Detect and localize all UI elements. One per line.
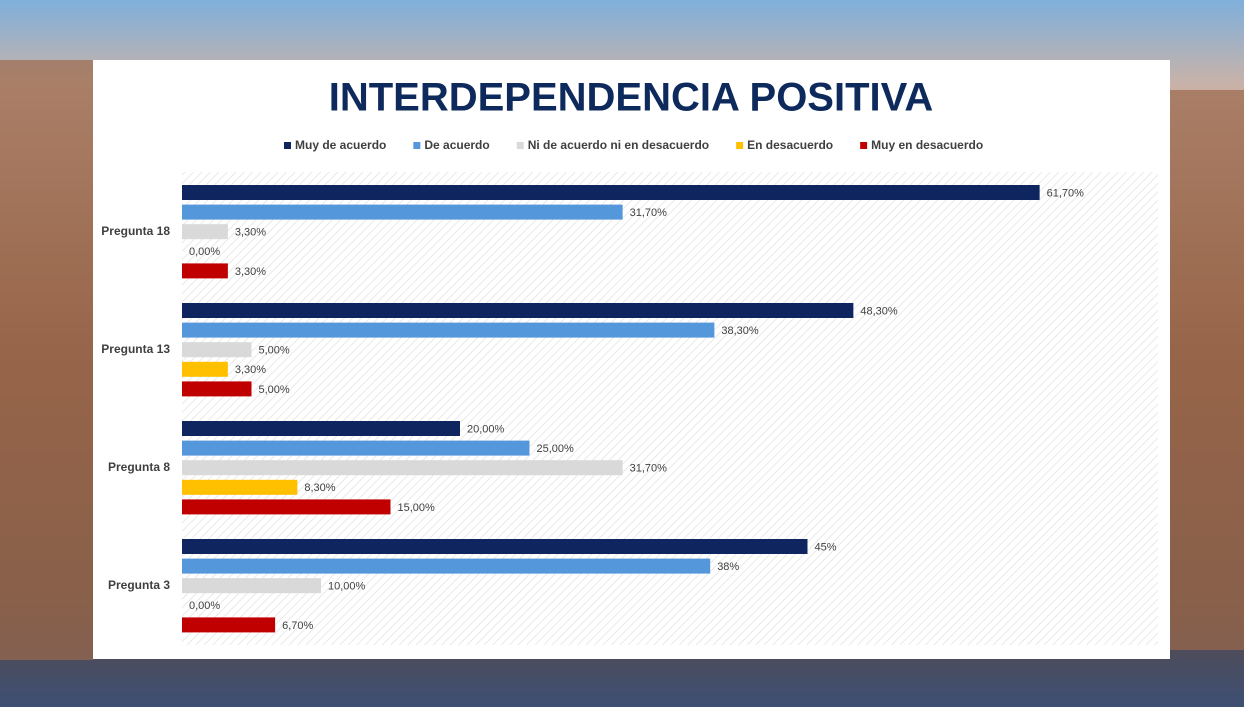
legend-swatch: [284, 142, 291, 149]
value-label: 3,30%: [235, 227, 266, 239]
value-label: 31,70%: [630, 463, 668, 475]
bar: [182, 224, 228, 240]
bar: [182, 303, 854, 318]
value-label: 0,00%: [189, 246, 220, 258]
value-label: 61,70%: [1047, 187, 1085, 199]
bar: [182, 361, 228, 377]
value-label: 25,00%: [537, 443, 575, 455]
category-label: Pregunta 3: [108, 578, 170, 592]
legend-label: En desacuerdo: [747, 138, 833, 152]
legend-label: Muy de acuerdo: [295, 138, 386, 152]
value-label: 38,30%: [721, 325, 759, 337]
legend-swatch: [413, 142, 421, 149]
bar: [182, 539, 808, 554]
bar: [182, 421, 460, 436]
value-label: 5,00%: [259, 345, 290, 357]
bar: [182, 204, 623, 220]
bar: [182, 558, 711, 574]
category-label: Pregunta 18: [101, 224, 170, 238]
bar: [182, 617, 276, 633]
legend-label: Ni de acuerdo ni en desacuerdo: [528, 138, 709, 152]
category-label: Pregunta 8: [108, 460, 170, 474]
value-label: 3,30%: [235, 364, 266, 376]
bar: [182, 578, 321, 594]
value-label: 31,70%: [630, 207, 668, 219]
plot: Muy de acuerdo De acuerdo Ni de acuerdo ni…: [101, 138, 1085, 633]
bar: [182, 342, 252, 358]
legend-label: De acuerdo: [424, 138, 489, 152]
value-label: 45%: [815, 541, 837, 553]
legend-swatch: [860, 142, 868, 149]
bar: [182, 499, 391, 515]
legend-swatch: [516, 142, 524, 149]
bar: [182, 440, 530, 456]
legend-swatch: [736, 142, 744, 149]
legend-label: Muy en desacuerdo: [871, 138, 983, 152]
plot-area: [182, 172, 1158, 645]
value-label: 0,00%: [189, 600, 220, 612]
value-label: 10,00%: [328, 581, 366, 593]
value-label: 38%: [717, 561, 739, 573]
category-label: Pregunta 13: [101, 342, 170, 356]
building-right: [1170, 90, 1244, 650]
bar: [182, 263, 228, 279]
chart-title: INTERDEPENDENCIA POSITIVA: [329, 76, 934, 120]
value-label: 3,30%: [235, 266, 266, 278]
value-label: 8,30%: [304, 482, 335, 494]
bar: [182, 479, 298, 495]
value-label: 20,00%: [467, 423, 505, 435]
bar: [182, 381, 252, 397]
bar: [182, 460, 623, 476]
building-left: [0, 60, 93, 660]
value-label: 48,30%: [860, 305, 898, 317]
value-label: 15,00%: [398, 502, 436, 514]
value-label: 6,70%: [282, 620, 313, 632]
value-label: 5,00%: [259, 384, 290, 396]
bar: [182, 185, 1040, 200]
bar: [182, 322, 715, 338]
